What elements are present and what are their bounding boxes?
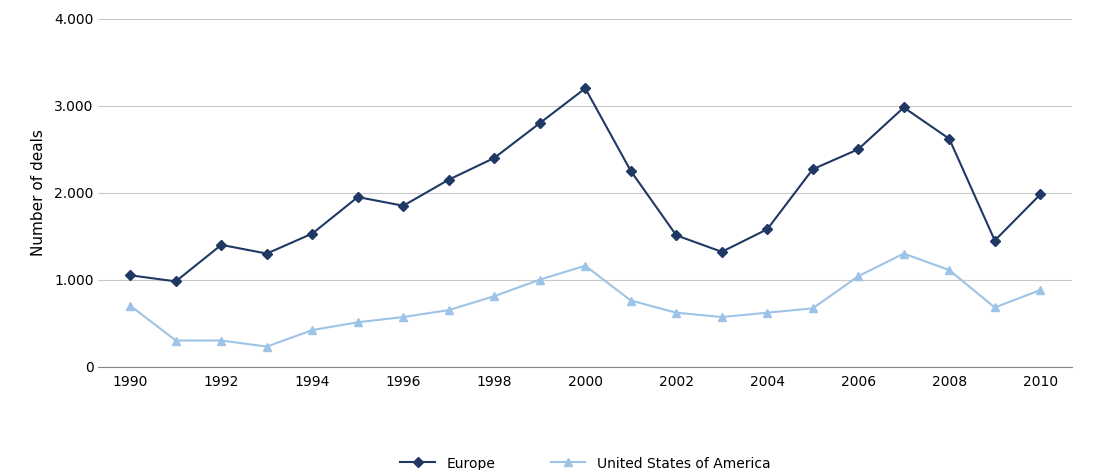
Y-axis label: Number of deals: Number of deals	[31, 129, 46, 256]
Legend: Europe, United States of America: Europe, United States of America	[400, 457, 770, 470]
